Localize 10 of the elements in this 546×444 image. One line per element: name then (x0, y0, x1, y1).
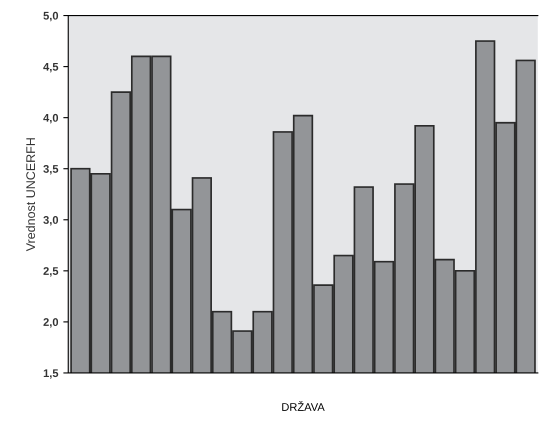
y-tick-label: 1,5 (44, 369, 58, 379)
y-tick-label: 2,5 (43, 267, 58, 277)
y-tick-label: 3,0 (43, 216, 58, 226)
y-tick-label: 2,0 (43, 318, 58, 328)
y-axis-title: Vrednost UNCERFH (26, 138, 36, 252)
y-tick-label: 3,5 (43, 164, 58, 174)
y-tick-label: 5,0 (43, 12, 58, 22)
y-tick-label: 4,0 (43, 114, 58, 124)
y-tick-label: 4,5 (43, 62, 58, 72)
x-axis-title: DRŽAVA (282, 401, 325, 411)
